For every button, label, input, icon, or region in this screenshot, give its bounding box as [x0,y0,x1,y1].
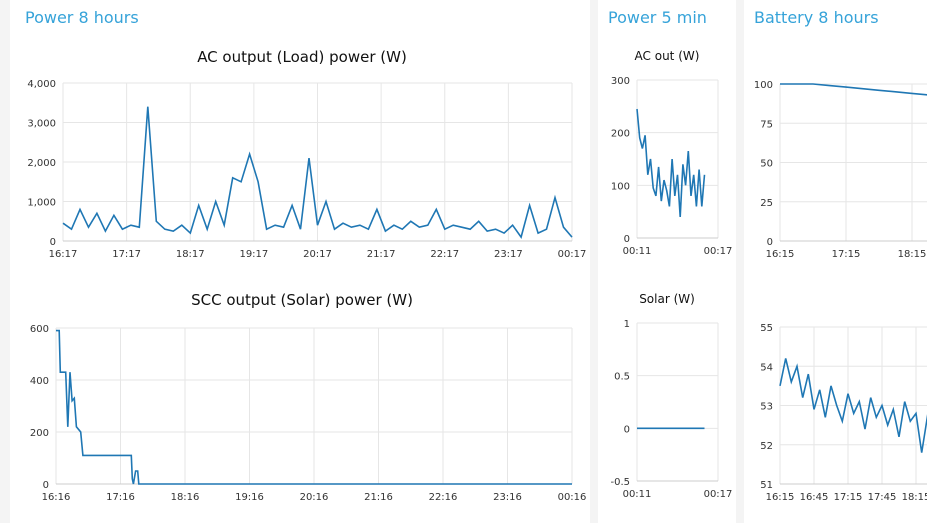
y-tick-label: 51 [760,480,773,491]
chart-title: Solar (W) [639,292,695,306]
y-tick-label: 2,000 [27,158,56,169]
x-tick-label: 17:45 [868,492,897,503]
chart-title: AC out (W) [635,49,700,63]
x-tick-label: 23:16 [493,492,522,503]
x-tick-label: 16:15 [766,492,795,503]
x-tick-label: 00:17 [704,489,733,500]
panel [744,0,927,523]
y-tick-label: 100 [611,181,630,192]
y-tick-label: 300 [611,76,630,87]
y-tick-label: 52 [760,441,773,452]
line-series [62,106,573,239]
y-tick-label: 0.5 [614,372,630,383]
y-tick-label: 0 [50,237,56,248]
line-series [779,358,927,453]
y-tick-label: 25 [760,198,773,209]
x-tick-label: 18:16 [171,492,200,503]
y-tick-label: 4,000 [27,79,56,90]
y-tick-label: 50 [760,159,773,170]
x-tick-label: 17:16 [106,492,135,503]
x-tick-label: 00:17 [558,249,587,260]
x-tick-label: 20:17 [303,249,332,260]
x-tick-label: 17:17 [112,249,141,260]
x-tick-label: 16:17 [49,249,78,260]
y-tick-label: 0 [767,237,773,248]
y-tick-label: 200 [611,129,630,140]
x-tick-label: 19:16 [235,492,264,503]
chart-title: AC output (Load) power (W) [197,48,407,66]
y-tick-label: 600 [30,324,49,335]
x-tick-label: 20:16 [300,492,329,503]
panel-title[interactable]: Power 8 hours [25,8,139,27]
x-tick-label: 18:15 [902,492,927,503]
y-tick-label: 200 [30,428,49,439]
panel-title[interactable]: Power 5 min [608,8,707,27]
line-series [636,108,706,217]
x-tick-label: 18:15 [898,249,927,260]
y-tick-label: 0 [624,234,630,245]
x-tick-label: 00:17 [704,246,733,257]
line-series [780,83,927,96]
y-tick-label: 3,000 [27,119,56,130]
y-tick-label: 1 [624,319,630,330]
y-tick-label: 400 [30,376,49,387]
y-tick-label: 75 [760,119,773,130]
x-tick-label: 16:15 [766,249,795,260]
y-tick-label: 55 [760,323,773,334]
y-tick-label: 54 [760,362,773,373]
x-tick-label: 00:11 [623,246,652,257]
x-tick-label: 18:17 [176,249,205,260]
line-series [56,329,572,485]
x-tick-label: 21:17 [367,249,396,260]
x-tick-label: 00:11 [623,489,652,500]
y-tick-label: 100 [754,80,773,91]
x-tick-label: 22:17 [430,249,459,260]
x-tick-label: 21:16 [364,492,393,503]
x-tick-label: 17:15 [832,249,861,260]
x-tick-label: 16:16 [42,492,71,503]
x-tick-label: 19:17 [239,249,268,260]
x-tick-label: 17:15 [834,492,863,503]
y-tick-label: 0 [43,480,49,491]
panel-title[interactable]: Battery 8 hours [754,8,879,27]
y-tick-label: -0.5 [610,477,630,488]
x-tick-label: 16:45 [800,492,829,503]
y-tick-label: 0 [624,424,630,435]
y-tick-label: 53 [760,402,773,413]
y-tick-label: 1,000 [27,198,56,209]
x-tick-label: 00:16 [558,492,587,503]
chart-title: SCC output (Solar) power (W) [191,291,413,309]
panel [598,0,736,523]
x-tick-label: 22:16 [429,492,458,503]
x-tick-label: 23:17 [494,249,523,260]
panel [10,0,590,523]
